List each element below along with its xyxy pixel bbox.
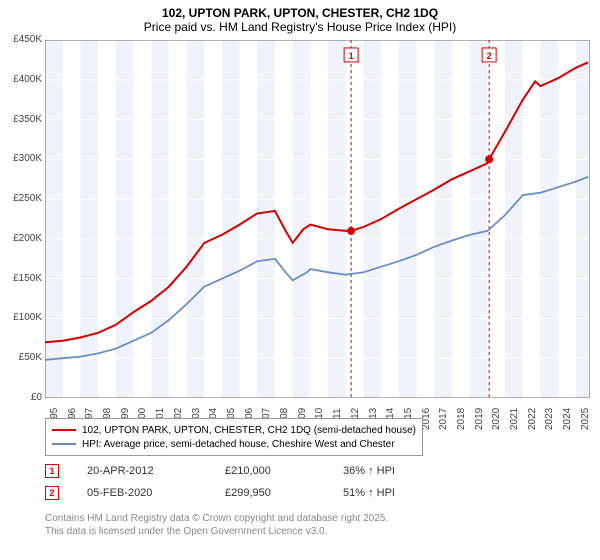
- legend-box: 102, UPTON PARK, UPTON, CHESTER, CH2 1DQ…: [45, 418, 423, 456]
- chart-container: 102, UPTON PARK, UPTON, CHESTER, CH2 1DQ…: [0, 0, 600, 560]
- footer-line2: This data is licensed under the Open Gov…: [45, 525, 388, 538]
- title-line2: Price paid vs. HM Land Registry's House …: [0, 20, 600, 34]
- x-tick-label: 2025: [580, 408, 591, 430]
- x-tick-label: 2021: [509, 408, 520, 430]
- legend-swatch-property: [52, 429, 76, 431]
- title-line1: 102, UPTON PARK, UPTON, CHESTER, CH2 1DQ: [0, 6, 600, 20]
- x-tick-label: 2018: [456, 408, 467, 430]
- sale-hpi: 51% ↑ HPI: [343, 487, 395, 499]
- title-block: 102, UPTON PARK, UPTON, CHESTER, CH2 1DQ…: [0, 0, 600, 36]
- y-tick-label: £100K: [2, 312, 42, 323]
- sale-row: 1 20-APR-2012 £210,000 36% ↑ HPI: [45, 460, 585, 482]
- y-tick-label: £250K: [2, 193, 42, 204]
- legend-label-property: 102, UPTON PARK, UPTON, CHESTER, CH2 1DQ…: [82, 425, 416, 436]
- sale-marker-box: 2: [45, 486, 59, 500]
- y-tick-label: £300K: [2, 153, 42, 164]
- sale-price: £210,000: [225, 465, 315, 477]
- y-tick-label: £150K: [2, 273, 42, 284]
- legend-row-property: 102, UPTON PARK, UPTON, CHESTER, CH2 1DQ…: [52, 423, 416, 437]
- legend-swatch-hpi: [52, 443, 76, 445]
- y-tick-label: £350K: [2, 114, 42, 125]
- x-tick-label: 2024: [562, 408, 573, 430]
- svg-text:1: 1: [349, 51, 354, 61]
- sale-date: 05-FEB-2020: [87, 487, 197, 499]
- sale-marker-box: 1: [45, 464, 59, 478]
- sale-hpi: 36% ↑ HPI: [343, 465, 395, 477]
- footer-line1: Contains HM Land Registry data © Crown c…: [45, 512, 388, 525]
- x-tick-label: 2020: [491, 408, 502, 430]
- sale-date: 20-APR-2012: [87, 465, 197, 477]
- chart-svg: 12: [45, 40, 590, 398]
- sales-table: 1 20-APR-2012 £210,000 36% ↑ HPI 2 05-FEB-202…: [45, 460, 585, 504]
- sale-price: £299,950: [225, 487, 315, 499]
- y-tick-label: £200K: [2, 233, 42, 244]
- y-tick-label: £50K: [2, 352, 42, 363]
- svg-text:2: 2: [487, 51, 492, 61]
- y-tick-label: £400K: [2, 74, 42, 85]
- x-tick-label: 2019: [474, 408, 485, 430]
- legend-row-hpi: HPI: Average price, semi-detached house,…: [52, 437, 416, 451]
- plot-area: 12: [45, 40, 590, 398]
- x-tick-label: 2023: [544, 408, 555, 430]
- legend-label-hpi: HPI: Average price, semi-detached house,…: [82, 439, 395, 450]
- y-tick-label: £450K: [2, 34, 42, 45]
- y-tick-label: £0: [2, 392, 42, 403]
- sale-row: 2 05-FEB-2020 £299,950 51% ↑ HPI: [45, 482, 585, 504]
- x-tick-label: 2017: [438, 408, 449, 430]
- footer-note: Contains HM Land Registry data © Crown c…: [45, 512, 388, 538]
- x-tick-label: 2022: [527, 408, 538, 430]
